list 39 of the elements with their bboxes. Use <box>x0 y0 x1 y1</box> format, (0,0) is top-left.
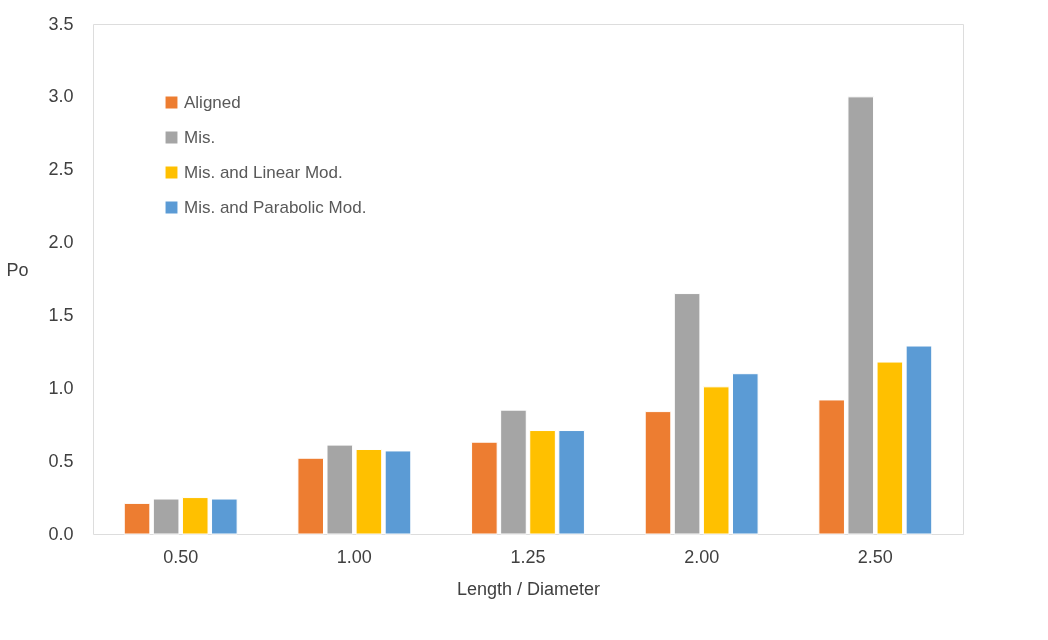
bar <box>152 498 180 535</box>
x-tick-label: 2.50 <box>857 546 893 567</box>
x-tick-label: 0.50 <box>163 546 199 567</box>
y-tick-label: 0.5 <box>48 450 74 471</box>
bar <box>326 444 354 535</box>
legend-label: Aligned <box>184 92 241 112</box>
x-axis-title: Length / Diameter <box>456 578 601 599</box>
y-tick-label: 3.0 <box>48 86 74 107</box>
bar <box>731 373 759 535</box>
legend-label: Mis. and Parabolic Mod. <box>184 197 367 217</box>
bar <box>471 441 498 535</box>
y-tick-label: 1.5 <box>48 304 74 325</box>
x-tick-label: 1.25 <box>510 546 546 567</box>
bar <box>847 96 875 535</box>
x-tick-label: 1.00 <box>336 546 372 567</box>
bar <box>384 450 412 535</box>
bar <box>673 293 701 535</box>
bar <box>211 498 238 535</box>
legend-label: Mis. <box>184 127 216 147</box>
bar <box>702 386 730 535</box>
bar <box>644 411 672 535</box>
bar <box>818 399 845 535</box>
y-tick-label: 2.5 <box>48 159 74 180</box>
bar <box>905 345 933 535</box>
bar <box>355 448 383 535</box>
y-tick-label: 3.5 <box>48 13 74 34</box>
bar <box>500 409 527 535</box>
y-tick-label: 2.0 <box>48 232 74 253</box>
bar <box>297 457 325 535</box>
y-tick-label: 1.0 <box>48 377 74 398</box>
x-tick-label: 2.00 <box>684 546 720 567</box>
y-tick-label: 0.0 <box>48 523 74 544</box>
bar <box>876 361 904 535</box>
y-axis-title: Po <box>6 259 29 280</box>
bar <box>558 430 585 535</box>
legend-label: Mis. and Linear Mod. <box>184 162 343 182</box>
bar <box>529 430 556 535</box>
bar <box>123 502 151 535</box>
bar <box>181 497 209 535</box>
